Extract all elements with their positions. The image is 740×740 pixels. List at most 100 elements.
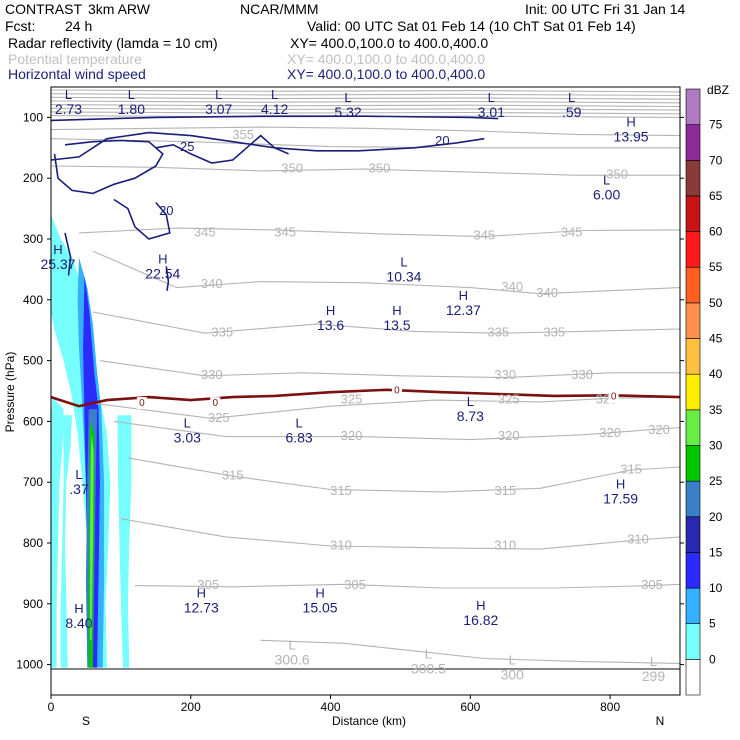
- extremum-value: 10.34: [386, 268, 421, 284]
- zero-label-bg: [608, 391, 619, 404]
- extremum-value: .37: [69, 481, 89, 497]
- colorbar: 0 5 10 15 20 25 30 35 40 45 50 55 60 65 70 75: [685, 88, 723, 696]
- low-marker: L: [215, 87, 222, 102]
- theta-label: 345: [561, 224, 583, 239]
- colorbar-tick-label: 75: [709, 118, 723, 132]
- reflectivity-area: [90, 433, 94, 641]
- wind-contours: [50, 115, 499, 291]
- theta-label: 325: [341, 392, 363, 407]
- theta-label: 340: [501, 279, 523, 294]
- below-surface: [51, 669, 680, 695]
- theta-label: 310: [627, 531, 649, 546]
- theta-label: 330: [494, 367, 516, 382]
- theta-label: 315: [620, 461, 642, 476]
- colorbar-tick-label: 45: [709, 332, 723, 346]
- wind-label: 20: [159, 203, 173, 218]
- high-marker: H: [392, 303, 401, 318]
- valid-time: Valid: 00 UTC Sat 01 Feb 14 (10 ChT Sat …: [307, 18, 636, 34]
- extrema-layer: L2.73L1.80L3.07L4.12L5.32L3.01L.59H13.95…: [40, 87, 665, 684]
- theta-contour: [120, 518, 681, 550]
- y-tick-label: 600: [23, 414, 43, 428]
- colorbar-tick-label: 25: [709, 474, 723, 488]
- extremum-value: 13.6: [317, 317, 344, 333]
- fcst-label: Fcst:: [5, 18, 36, 34]
- wind-contour: [50, 131, 485, 161]
- theta-label: 355: [232, 127, 254, 142]
- low-marker: L: [128, 87, 135, 102]
- theta-contour: [92, 311, 681, 334]
- x-end-label-left: S: [82, 714, 90, 728]
- low-marker: L: [400, 254, 407, 269]
- theta-contour: [78, 227, 681, 238]
- theta-label: 320: [341, 428, 363, 443]
- extremum-value: 13.95: [614, 129, 649, 145]
- reflectivity-area: [51, 397, 64, 668]
- colorbar-swatch: [685, 552, 701, 589]
- high-marker: H: [326, 303, 335, 318]
- high-marker: H: [626, 115, 635, 130]
- colorbar-tick-label: 30: [709, 438, 723, 452]
- init-time: Init: 00 UTC Fri 31 Jan 14: [525, 1, 686, 17]
- low-marker: L: [568, 90, 575, 105]
- theta-label: 310: [494, 537, 516, 552]
- theta-label: 315: [494, 483, 516, 498]
- field-theta-xy: XY= 400.0,100.0 to 400.0,400.0: [287, 51, 486, 67]
- colorbar-swatch: [685, 445, 701, 482]
- zero-label: 0: [212, 398, 218, 409]
- extremum-value: 3.01: [478, 104, 505, 120]
- theta-label: 335: [487, 325, 509, 340]
- theta-label: 320: [599, 425, 621, 440]
- reflectivity-layer: [51, 214, 132, 668]
- extremum-value: 6.00: [593, 186, 620, 202]
- wind-contour: [50, 115, 499, 122]
- low-marker: L: [65, 87, 72, 102]
- colorbar-swatch: [685, 159, 701, 197]
- colorbar-tick-label: 60: [709, 225, 723, 239]
- colorbar-unit: dBZ: [707, 83, 729, 97]
- extremum-value: 8.73: [457, 408, 484, 424]
- x-tick-label: 0: [48, 700, 55, 714]
- y-tick-label: 400: [23, 293, 43, 307]
- colorbar-tick-label: 35: [709, 403, 723, 417]
- extremum-value: 5.32: [334, 104, 361, 120]
- theta-contour: [50, 93, 681, 97]
- x-tick-label: 400: [321, 700, 341, 714]
- wind-contour: [165, 266, 170, 291]
- colorbar-tick-label: 50: [709, 296, 723, 310]
- freezing-line: [50, 388, 681, 408]
- zero-label-bg: [210, 397, 221, 410]
- extremum-value: 12.37: [446, 302, 481, 318]
- surface-layer: [51, 668, 680, 695]
- theta-label: 325: [498, 392, 520, 407]
- colorbar-swatch: [685, 88, 701, 125]
- theta-label: 350: [606, 167, 628, 182]
- colorbar-swatch: [685, 587, 701, 625]
- theta-contour: [50, 111, 681, 115]
- theta-label: 335: [211, 325, 233, 340]
- colorbar-tick-label: 0: [709, 652, 716, 666]
- y-tick-label: 200: [23, 171, 43, 185]
- extremum-value: 3.03: [174, 429, 201, 445]
- theta-label: 320: [648, 422, 670, 437]
- low-marker: L: [509, 653, 516, 668]
- low-marker: L: [425, 647, 432, 662]
- field-wind-xy: XY= 400.0,100.0 to 400.0,400.0: [287, 66, 486, 82]
- theta-label: 305: [641, 577, 663, 592]
- theta-label: 330: [571, 367, 593, 382]
- colorbar-swatch: [685, 373, 701, 411]
- extremum-value: 13.5: [383, 317, 410, 333]
- extremum-value: 2.73: [55, 101, 82, 117]
- extremum-value: 300: [501, 667, 525, 683]
- theta-contour: [127, 457, 681, 493]
- colorbar-swatch: [685, 659, 701, 696]
- wind-label: 20: [435, 133, 449, 148]
- theta-label: 315: [222, 468, 244, 483]
- low-marker: L: [75, 467, 82, 482]
- low-marker: L: [288, 637, 295, 652]
- theta-label: 310: [330, 537, 352, 552]
- wind-label: 25: [180, 139, 194, 154]
- theta-label: 305: [344, 577, 366, 592]
- theta-contour: [50, 165, 680, 176]
- theta-label: 335: [543, 325, 565, 340]
